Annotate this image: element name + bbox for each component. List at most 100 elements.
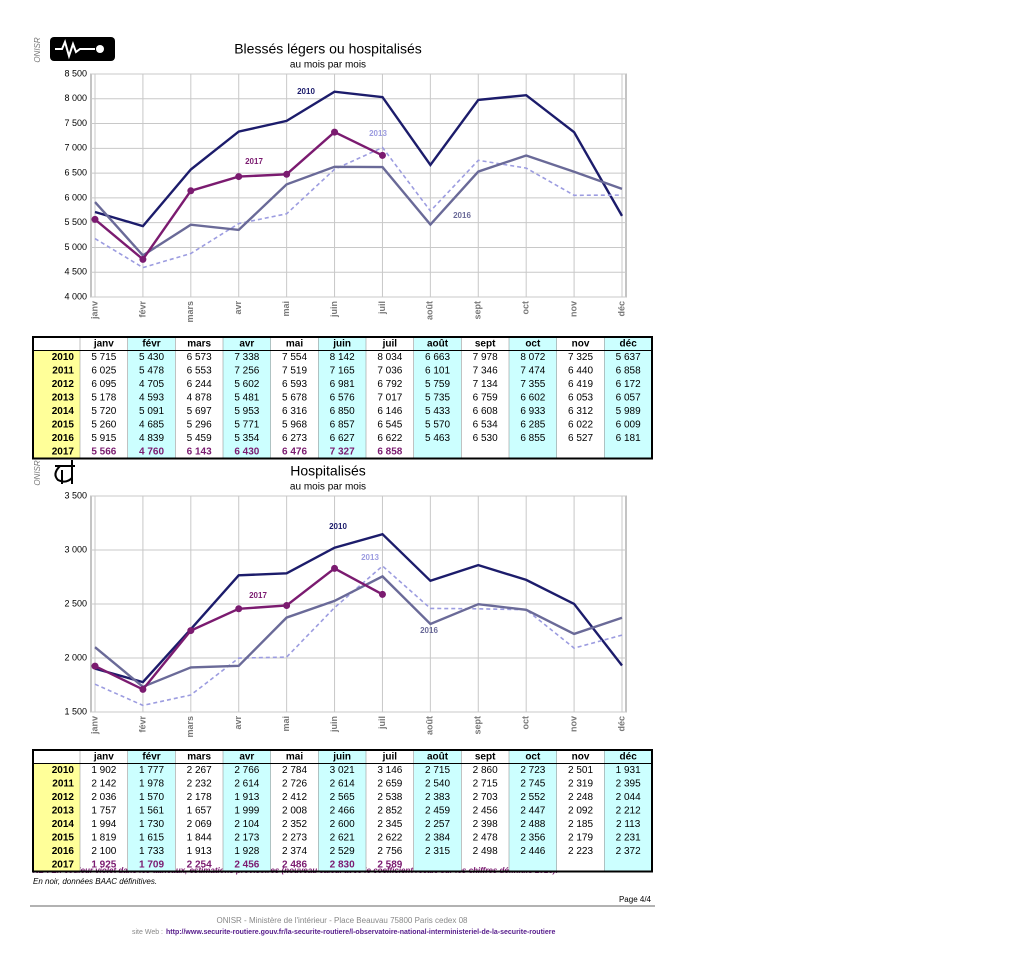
table-header: oct (525, 338, 541, 349)
table-header: août (427, 338, 449, 349)
table-cell: 2 412 (282, 792, 307, 803)
table-header: juil (382, 338, 398, 349)
y-tick-label: 6 500 (64, 167, 87, 177)
table-cell: 2 398 (473, 819, 498, 830)
series-label: 2013 (369, 129, 387, 138)
table-cell: 2 565 (330, 792, 355, 803)
table-cell: 2 498 (473, 846, 498, 857)
table-cell: 2 456 (473, 805, 498, 816)
chart-subtitle: au mois par mois (290, 482, 366, 493)
table-header: mars (187, 338, 211, 349)
table-cell: 6 534 (473, 419, 498, 430)
table-cell: 5 566 (91, 446, 116, 457)
table-cell: 6 009 (616, 419, 641, 430)
table-row-header: 2015 (52, 419, 75, 430)
x-tick-label: nov (568, 301, 578, 317)
table-cell: 2 267 (187, 765, 212, 776)
table-cell: 5 478 (139, 365, 164, 376)
table-row-header-bg (33, 350, 80, 459)
y-tick-label: 4 000 (64, 291, 87, 301)
table-border (32, 749, 653, 873)
table-cell: 2 374 (282, 846, 307, 857)
table-cell: 2 745 (520, 778, 545, 789)
x-tick-label: mars (185, 301, 195, 323)
table-cell: 4 705 (139, 379, 164, 390)
table-cell: 2 254 (187, 859, 212, 870)
table-cell: 7 978 (473, 352, 498, 363)
series-marker (235, 173, 243, 181)
table-header: juin (332, 338, 351, 349)
table-row-header: 2016 (52, 846, 75, 857)
table-cell: 4 760 (139, 446, 164, 457)
table-header: déc (620, 751, 638, 762)
table-cell: 2 766 (234, 765, 259, 776)
table-cell: 8 142 (330, 352, 355, 363)
table-cell: 5 091 (139, 406, 164, 417)
table-cell: 6 430 (234, 446, 259, 457)
series-marker (187, 627, 195, 635)
table-cell: 2 231 (616, 832, 641, 843)
table-cell: 8 034 (377, 352, 402, 363)
table-cell: 7 355 (520, 379, 545, 390)
table-col-bg (604, 750, 652, 872)
site-label: site Web : (132, 929, 163, 936)
table-cell: 6 663 (425, 352, 450, 363)
y-tick-label: 5 000 (64, 242, 87, 252)
table-cell: 6 981 (330, 379, 355, 390)
table-col-bg (223, 750, 271, 872)
table-cell: 6 857 (330, 419, 355, 430)
table-cell: 5 354 (234, 433, 259, 444)
table-cell: 2 383 (425, 792, 450, 803)
table-cell: 2 860 (473, 765, 498, 776)
table-cell: 6 545 (377, 419, 402, 430)
series-label: 2017 (249, 591, 267, 600)
table-cell: 7 134 (473, 379, 498, 390)
table-row-header: 2014 (52, 406, 75, 417)
table-cell: 2 446 (520, 846, 545, 857)
x-tick-label: mai (281, 301, 291, 317)
table-header: avr (239, 338, 254, 349)
plot-area (90, 73, 627, 298)
table-cell: 7 554 (282, 352, 307, 363)
table-row-header: 2013 (52, 392, 75, 403)
table-header: nov (572, 751, 590, 762)
series-marker (187, 187, 195, 195)
table-cell: 1 999 (234, 805, 259, 816)
table-cell: 7 325 (568, 352, 593, 363)
table-cell: 6 608 (473, 406, 498, 417)
x-tick-label: janv (89, 301, 99, 320)
table-cell: 2 395 (616, 778, 641, 789)
table-header: juin (332, 751, 351, 762)
table-cell: 5 178 (91, 392, 116, 403)
x-tick-label: févr (137, 716, 147, 733)
x-tick-label: sept (473, 301, 483, 320)
y-tick-label: 7 500 (64, 118, 87, 128)
table-cell: 6 172 (616, 379, 641, 390)
table-header: janv (93, 338, 114, 349)
table-col-bg (413, 750, 462, 872)
series-marker (91, 662, 99, 670)
y-tick-label: 1 500 (64, 706, 87, 716)
table-cell: 1 570 (139, 792, 164, 803)
x-tick-label: avr (233, 301, 243, 315)
series-marker (378, 590, 386, 598)
table-cell: 6 244 (187, 379, 212, 390)
table-cell: 6 312 (568, 406, 593, 417)
table-cell: 4 839 (139, 433, 164, 444)
x-tick-label: juil (377, 716, 387, 730)
table-header: févr (142, 338, 160, 349)
x-tick-label: sept (473, 716, 483, 735)
x-tick-label: janv (89, 716, 99, 735)
table-cell: 2 036 (91, 792, 116, 803)
table-cell: 5 637 (616, 352, 641, 363)
table-col-bg (509, 337, 557, 459)
table-cell: 2 501 (568, 765, 593, 776)
table-cell: 2 212 (616, 805, 641, 816)
table-header: avr (239, 751, 254, 762)
brand: ONISR (33, 460, 42, 486)
x-tick-label: juin (329, 301, 339, 318)
table-header: déc (620, 338, 638, 349)
logo-icon (55, 39, 95, 60)
table-cell: 6 095 (91, 379, 116, 390)
